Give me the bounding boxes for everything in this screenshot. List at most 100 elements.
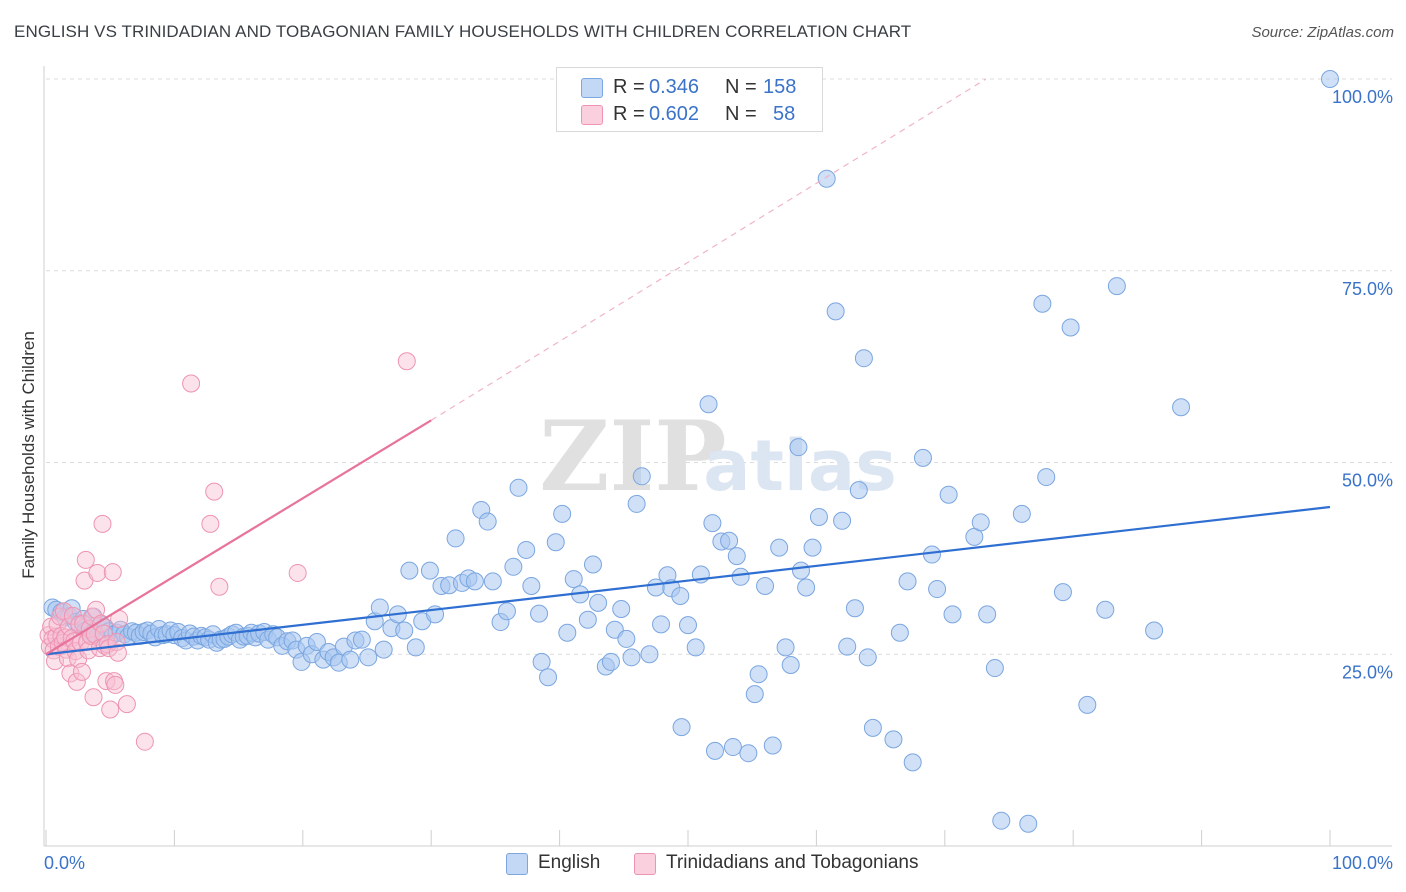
point-trinidadians: [67, 672, 86, 691]
x-tick-label-max: 100.0%: [1332, 853, 1393, 873]
point-english: [400, 561, 419, 580]
point-english: [803, 538, 822, 557]
point-english: [720, 531, 739, 550]
legend-n-value-english: 158: [763, 76, 797, 98]
point-english: [922, 545, 941, 564]
point-english: [374, 640, 393, 659]
point-english: [504, 557, 523, 576]
point-english: [809, 507, 828, 526]
point-english: [745, 685, 764, 704]
point-english: [913, 448, 932, 467]
point-english: [671, 586, 690, 605]
point-trinidadians: [201, 514, 220, 533]
point-english: [517, 540, 536, 559]
point-english: [797, 578, 816, 597]
point-english: [789, 438, 808, 457]
point-english: [943, 605, 962, 624]
point-english: [854, 349, 873, 368]
point-english: [1061, 318, 1080, 337]
y-tick-label: 100.0%: [1332, 87, 1393, 107]
legend-swatch-english: [581, 78, 603, 98]
point-trinidadians: [87, 600, 106, 619]
point-english: [446, 529, 465, 548]
point-english: [352, 630, 371, 649]
point-english: [546, 533, 565, 552]
series-trinidadians: [39, 352, 416, 751]
point-english: [756, 576, 775, 595]
point-trinidadians: [101, 700, 120, 719]
point-english: [686, 638, 705, 657]
point-english: [307, 632, 326, 651]
point-english: [395, 621, 414, 640]
trend-lines: [45, 78, 1331, 656]
point-english: [763, 736, 782, 755]
point-english: [1033, 294, 1052, 313]
point-english: [632, 467, 651, 486]
point-english: [731, 567, 750, 586]
point-trinidadians: [58, 649, 77, 668]
point-english: [890, 623, 909, 642]
y-tick-label: 75.0%: [1342, 279, 1393, 299]
point-english: [826, 302, 845, 321]
point-english: [420, 561, 439, 580]
point-trinidadians: [205, 482, 224, 501]
point-english: [359, 648, 378, 667]
y-tick-label: 50.0%: [1342, 471, 1393, 491]
bottom-legend-swatch-trinidadians: [634, 853, 656, 875]
legend-n-value-trinidadians: 58: [773, 103, 796, 125]
point-english: [564, 570, 583, 589]
point-english: [928, 580, 947, 599]
legend-r-label: R =: [613, 103, 645, 125]
legend-r-value-english: 0.346: [649, 76, 700, 98]
point-english: [705, 741, 724, 760]
point-english: [978, 605, 997, 624]
point-trinidadians: [84, 688, 103, 707]
source-label: Source: ZipAtlas.com: [1251, 24, 1394, 41]
point-english: [341, 650, 360, 669]
point-english: [1172, 398, 1191, 417]
point-english: [833, 511, 852, 530]
point-english: [1321, 70, 1339, 88]
point-english: [781, 655, 800, 674]
point-english: [622, 648, 641, 667]
point-english: [509, 478, 528, 497]
point-english: [601, 652, 620, 671]
point-english: [617, 629, 636, 648]
point-english: [1078, 695, 1097, 714]
chart-title: ENGLISH VS TRINIDADIAN AND TOBAGONIAN FA…: [14, 22, 912, 41]
point-english: [699, 395, 718, 414]
point-english: [578, 610, 597, 629]
point-trinidadians: [93, 514, 112, 533]
point-english: [522, 576, 541, 595]
point-english: [845, 599, 864, 618]
point-english: [971, 513, 990, 532]
trend-line-trinidadians: [45, 419, 432, 656]
point-english: [739, 744, 758, 763]
bottom-legend-label-english: English: [538, 852, 601, 873]
x-tick-label-min: 0.0%: [44, 853, 85, 873]
point-english: [627, 494, 646, 513]
point-english: [939, 485, 958, 504]
point-trinidadians: [88, 563, 107, 582]
legend-n-label: N =: [725, 103, 757, 125]
point-english: [858, 648, 877, 667]
point-english: [553, 504, 572, 523]
point-english: [583, 555, 602, 574]
point-trinidadians: [72, 662, 91, 681]
point-english: [406, 638, 425, 657]
point-english: [589, 593, 608, 612]
point-english: [1019, 814, 1038, 833]
point-english: [849, 481, 868, 500]
point-english: [532, 652, 551, 671]
point-english: [1053, 583, 1072, 602]
point-english: [483, 572, 502, 591]
y-tick-label: 25.0%: [1342, 662, 1393, 682]
point-english: [727, 547, 746, 566]
point-english: [478, 512, 497, 531]
point-english: [612, 599, 631, 618]
trend-line-trinidadians-extension: [430, 78, 987, 421]
point-english: [992, 811, 1011, 830]
point-trinidadians: [117, 695, 136, 714]
point-trinidadians: [288, 563, 307, 582]
